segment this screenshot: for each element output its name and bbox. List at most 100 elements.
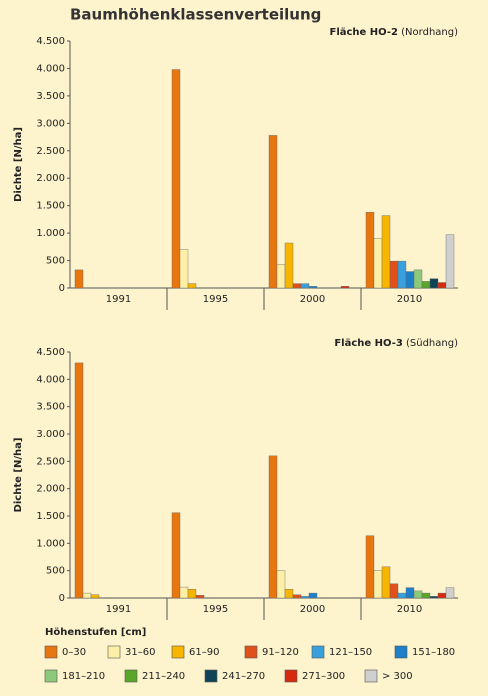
bar [179, 586, 189, 599]
bar [413, 590, 423, 599]
bar [381, 215, 391, 289]
bar [82, 592, 92, 599]
bar [365, 535, 375, 599]
legend-label: 241–270 [222, 671, 265, 682]
panel-label-note: (Südhang) [406, 338, 458, 349]
legend-label: > 300 [382, 671, 413, 682]
legend-label: 181–210 [62, 671, 105, 682]
y-tick-label: 2.500 [36, 146, 65, 157]
bar [421, 592, 431, 599]
figure-title: Baumhöhenklassenverteilung [70, 6, 321, 24]
bar [268, 455, 278, 599]
y-tick-label: 2.000 [36, 173, 65, 184]
bar [437, 592, 447, 599]
bar [429, 278, 439, 289]
bar [171, 69, 181, 289]
bar [300, 283, 310, 289]
bar [405, 587, 415, 599]
bar [195, 595, 205, 599]
y-axis-label: Dichte [N/ha] [13, 127, 24, 202]
bar [90, 594, 100, 599]
bar [74, 362, 84, 599]
legend-swatch [107, 645, 121, 659]
x-tick-label: 2000 [300, 294, 325, 305]
bar [268, 135, 278, 289]
bar [429, 596, 439, 599]
panel-label-name: Fläche HO-2 [329, 27, 398, 38]
y-tick-label: 4.500 [36, 347, 65, 358]
legend-swatch [364, 669, 378, 683]
legend-swatch [394, 645, 408, 659]
bar [389, 583, 399, 599]
bar [308, 286, 318, 289]
bar [171, 512, 181, 599]
legend-label: 0–30 [62, 647, 86, 658]
y-tick-label: 1.000 [36, 228, 65, 239]
y-tick-label: 2.500 [36, 456, 65, 467]
panel-label-name: Fläche HO-3 [334, 338, 403, 349]
legend-title: Höhenstufen [cm] [45, 627, 146, 638]
legend-swatch [244, 645, 258, 659]
legend-label: 271–300 [302, 671, 345, 682]
bar [308, 592, 318, 599]
bar [340, 286, 350, 289]
y-tick-label: 0 [59, 593, 65, 604]
bar [284, 589, 294, 599]
legend-swatch [44, 669, 58, 683]
y-tick-label: 4.500 [36, 36, 65, 47]
bar [187, 283, 197, 289]
bar [413, 269, 423, 289]
y-tick-label: 1.500 [36, 201, 65, 212]
y-tick-label: 500 [46, 566, 65, 577]
x-tick-label: 2010 [397, 604, 422, 615]
legend-label: 211–240 [142, 671, 185, 682]
bar [373, 570, 383, 599]
bar [445, 587, 455, 599]
y-tick-label: 3.500 [36, 91, 65, 102]
bar [389, 260, 399, 289]
legend-swatch [284, 669, 298, 683]
bar [397, 260, 407, 289]
bar [421, 281, 431, 289]
legend-swatch [171, 645, 185, 659]
bar [276, 264, 286, 289]
legend-label: 91–120 [262, 647, 299, 658]
y-tick-label: 1.000 [36, 538, 65, 549]
bar [381, 566, 391, 599]
y-tick-label: 3.000 [36, 429, 65, 440]
bar [284, 242, 294, 289]
bar [365, 212, 375, 289]
y-tick-label: 4.000 [36, 374, 65, 385]
y-tick-label: 0 [59, 283, 65, 294]
bar [300, 596, 310, 599]
x-tick-label: 2000 [300, 604, 325, 615]
legend-label: 121–150 [329, 647, 372, 658]
x-tick-label: 1995 [203, 294, 228, 305]
y-tick-label: 1.500 [36, 511, 65, 522]
legend-label: 61–90 [189, 647, 219, 658]
bar [397, 592, 407, 599]
y-tick-label: 3.000 [36, 118, 65, 129]
bar [74, 269, 84, 289]
legend-swatch [204, 669, 218, 683]
legend-swatch [44, 645, 58, 659]
y-tick-label: 500 [46, 256, 65, 267]
bar [179, 249, 189, 289]
x-tick-label: 1995 [203, 604, 228, 615]
panel-label-note: (Nordhang) [401, 27, 458, 38]
legend-swatch [311, 645, 325, 659]
bar [187, 589, 197, 599]
panel-label: Fläche HO-2 (Nordhang) [329, 27, 458, 38]
x-tick-label: 1991 [106, 604, 131, 615]
legend-label: 151–180 [412, 647, 455, 658]
y-tick-label: 3.500 [36, 402, 65, 413]
y-tick-label: 2.000 [36, 484, 65, 495]
bar [292, 283, 302, 289]
bar [405, 271, 415, 289]
bar [292, 594, 302, 599]
legend-swatch [124, 669, 138, 683]
bar [373, 238, 383, 289]
bar [276, 570, 286, 599]
y-tick-label: 4.000 [36, 63, 65, 74]
